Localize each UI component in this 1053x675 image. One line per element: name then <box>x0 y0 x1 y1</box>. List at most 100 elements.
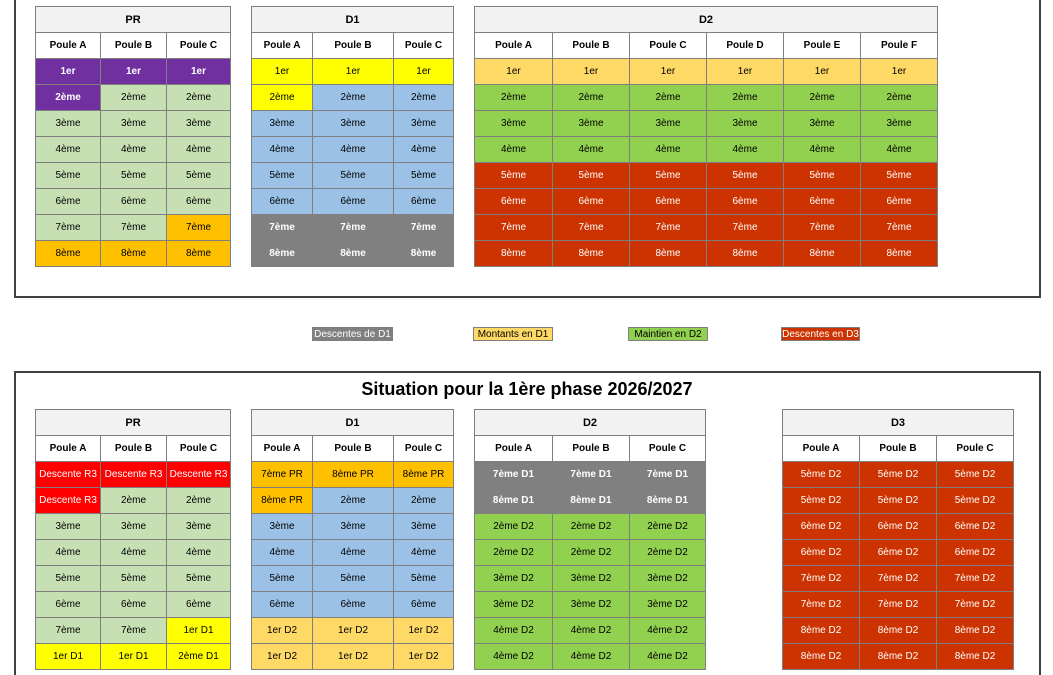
grid-cell: 6ème <box>312 591 394 618</box>
grid-cell: 6ème <box>166 188 231 215</box>
grid-cell: 1er D2 <box>393 617 454 644</box>
column-header: Poule A <box>474 435 553 462</box>
grid-cell: 5ème <box>35 565 101 592</box>
grid-cell: 2ème D2 <box>629 513 706 540</box>
grid-cell: 8ème <box>474 240 553 267</box>
grid-cell: 3ème D2 <box>474 565 553 592</box>
legend-item: Descentes de D1 <box>312 327 393 341</box>
grid-cell: 7ème <box>393 214 454 241</box>
grid-cell: 1er D2 <box>312 617 394 644</box>
grid-cell: 7ème <box>552 214 630 241</box>
grid-cell: 3ème <box>35 513 101 540</box>
grid-cell: 6ème D2 <box>782 513 860 540</box>
grid-cell: 5ème <box>100 565 167 592</box>
grid-cell: 7ème <box>35 214 101 241</box>
grid-cell: 4ème <box>312 539 394 566</box>
grid-cell: 1er D1 <box>166 617 231 644</box>
grid-cell: 1er <box>860 58 938 85</box>
table-title: D1 <box>251 6 454 33</box>
grid-cell: 1er <box>312 58 394 85</box>
grid-cell: 7ème D2 <box>936 565 1014 592</box>
grid-cell: 3ème <box>474 110 553 137</box>
grid-cell: 7ème PR <box>251 461 313 488</box>
column-header: Poule F <box>860 32 938 59</box>
grid-cell: 3ème <box>393 513 454 540</box>
grid-cell: 1er D1 <box>100 643 167 670</box>
grid-cell: 3ème D2 <box>474 591 553 618</box>
grid-cell: 2ème D2 <box>474 539 553 566</box>
grid-cell: 7ème D2 <box>859 565 937 592</box>
column-header: Poule B <box>552 32 630 59</box>
top-frame <box>14 0 1041 298</box>
grid-cell: 8ème <box>312 240 394 267</box>
grid-cell: 4ème <box>860 136 938 163</box>
grid-cell: 3ème <box>251 110 313 137</box>
grid-cell: 2ème <box>393 487 454 514</box>
grid-cell: 3ème <box>100 513 167 540</box>
grid-cell: 6ème <box>100 188 167 215</box>
table-title: D2 <box>474 6 938 33</box>
legend-item: Maintien en D2 <box>628 327 708 341</box>
grid-cell: 1er D2 <box>393 643 454 670</box>
grid-cell: 7ème <box>166 214 231 241</box>
grid-cell: 6ème <box>166 591 231 618</box>
grid-cell: 4ème <box>35 136 101 163</box>
grid-cell: 1er <box>706 58 784 85</box>
grid-cell: 5ème D2 <box>782 487 860 514</box>
grid-cell: 4ème <box>629 136 707 163</box>
grid-cell: 4ème <box>251 539 313 566</box>
column-header: Poule B <box>100 32 167 59</box>
grid-cell: 8ème PR <box>393 461 454 488</box>
grid-cell: 2ème <box>860 84 938 111</box>
grid-cell: 1er <box>393 58 454 85</box>
grid-cell: 6ème <box>100 591 167 618</box>
grid-cell: 2ème <box>393 84 454 111</box>
grid-cell: 2ème <box>100 84 167 111</box>
grid-cell: 7ème D1 <box>629 461 706 488</box>
grid-cell: 4ème D2 <box>474 617 553 644</box>
grid-cell: 5ème <box>706 162 784 189</box>
table-title: D1 <box>251 409 454 436</box>
grid-cell: 6ème <box>251 188 313 215</box>
column-header: Poule E <box>783 32 861 59</box>
grid-cell: 8ème <box>706 240 784 267</box>
column-header: Poule B <box>552 435 630 462</box>
grid-cell: 6ème D2 <box>782 539 860 566</box>
grid-cell: 6ème <box>251 591 313 618</box>
column-header: Poule C <box>393 435 454 462</box>
grid-cell: 2ème <box>100 487 167 514</box>
grid-cell: 5ème <box>552 162 630 189</box>
grid-cell: 7ème D2 <box>782 591 860 618</box>
grid-cell: 2ème <box>629 84 707 111</box>
grid-cell: 8ème <box>166 240 231 267</box>
grid-cell: 3ème <box>393 110 454 137</box>
grid-cell: 8ème D2 <box>936 617 1014 644</box>
grid-cell: 6ème D2 <box>859 539 937 566</box>
grid-cell: 6ème <box>860 188 938 215</box>
grid-cell: 3ème <box>706 110 784 137</box>
grid-cell: 3ème D2 <box>629 591 706 618</box>
grid-cell: 5ème <box>100 162 167 189</box>
column-header: Poule A <box>474 32 553 59</box>
grid-cell: 2ème <box>312 487 394 514</box>
grid-cell: 3ème <box>312 513 394 540</box>
grid-cell: 6ème <box>35 591 101 618</box>
grid-cell: 5ème D2 <box>859 461 937 488</box>
grid-cell: 7ème <box>100 214 167 241</box>
grid-cell: 8ème <box>552 240 630 267</box>
grid-cell: 2ème <box>552 84 630 111</box>
grid-cell: 8ème <box>860 240 938 267</box>
grid-cell: 1er <box>474 58 553 85</box>
grid-cell: 3ème <box>860 110 938 137</box>
grid-cell: 1er <box>251 58 313 85</box>
column-header: Poule A <box>251 435 313 462</box>
grid-cell: 8ème <box>251 240 313 267</box>
grid-cell: 1er <box>166 58 231 85</box>
grid-cell: 4ème D2 <box>552 643 630 670</box>
grid-cell: 8ème <box>783 240 861 267</box>
grid-cell: 5ème <box>312 162 394 189</box>
grid-cell: 6ème D2 <box>859 513 937 540</box>
grid-cell: 2ème <box>166 84 231 111</box>
grid-cell: 5ème <box>166 565 231 592</box>
